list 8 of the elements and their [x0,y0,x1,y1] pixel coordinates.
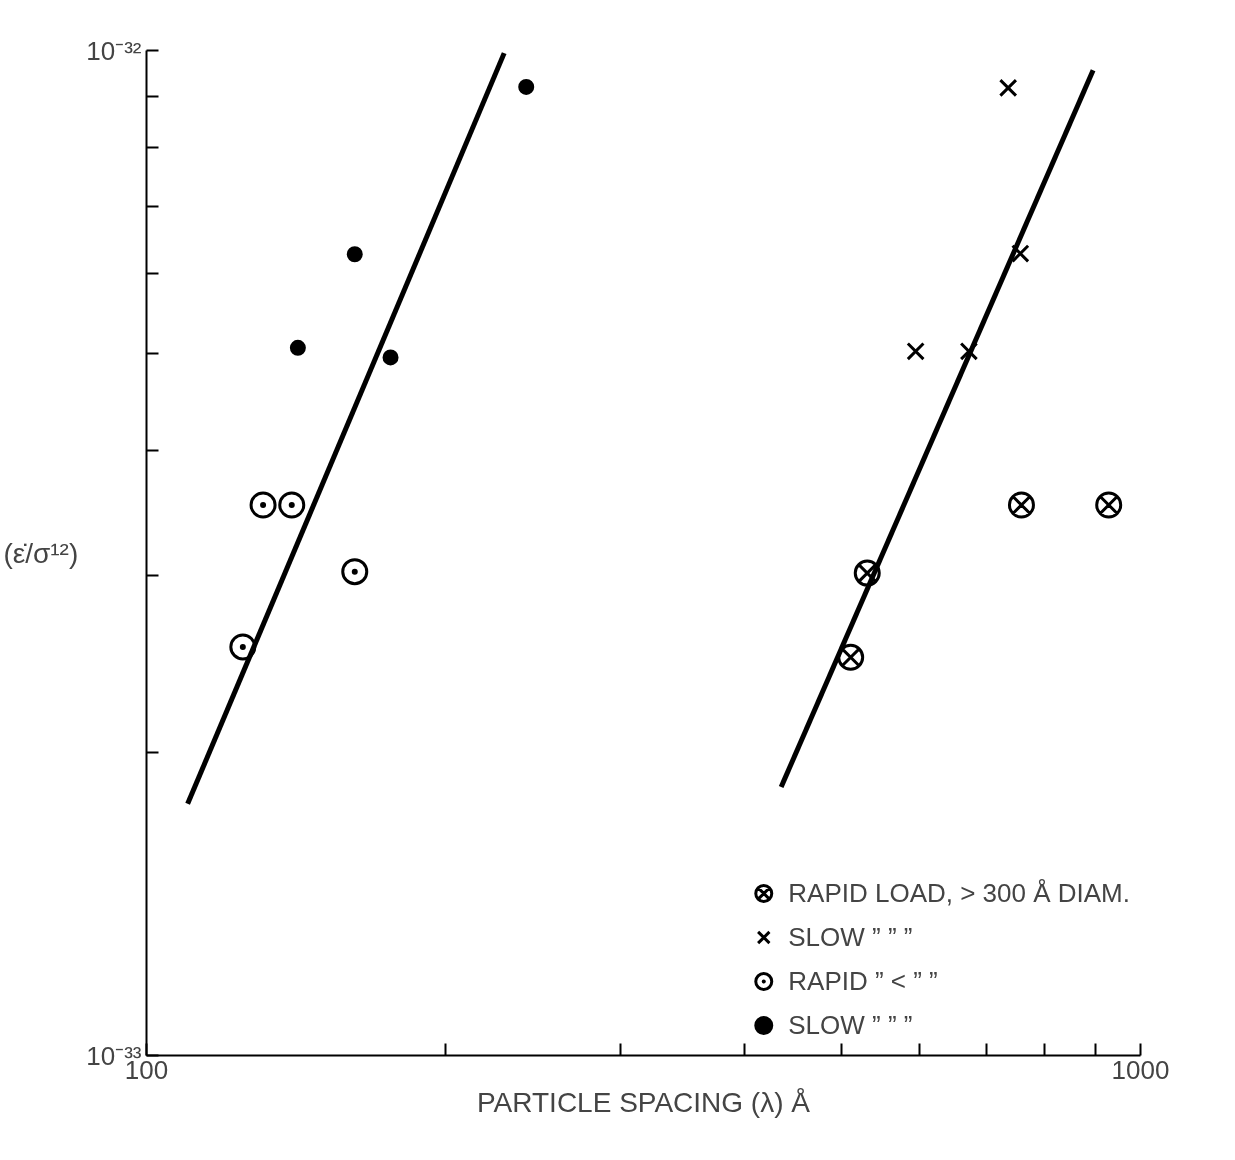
y-axis-title: (ε̇/σ¹²) [3,537,79,569]
x-axis-title: PARTICLE SPACING (λ) Å [477,1086,811,1118]
x-tick-label: 1000 [1111,1054,1170,1085]
legend-label: SLOW ” ” ” [788,1009,913,1041]
legend-label: RAPID ” < ” ” [788,965,938,997]
legend-label: SLOW ” ” ” [788,921,913,953]
legend-label: RAPID LOAD, > 300 Å DIAM. [788,877,1130,909]
y-tick-label: 10⁻³² [86,35,142,66]
